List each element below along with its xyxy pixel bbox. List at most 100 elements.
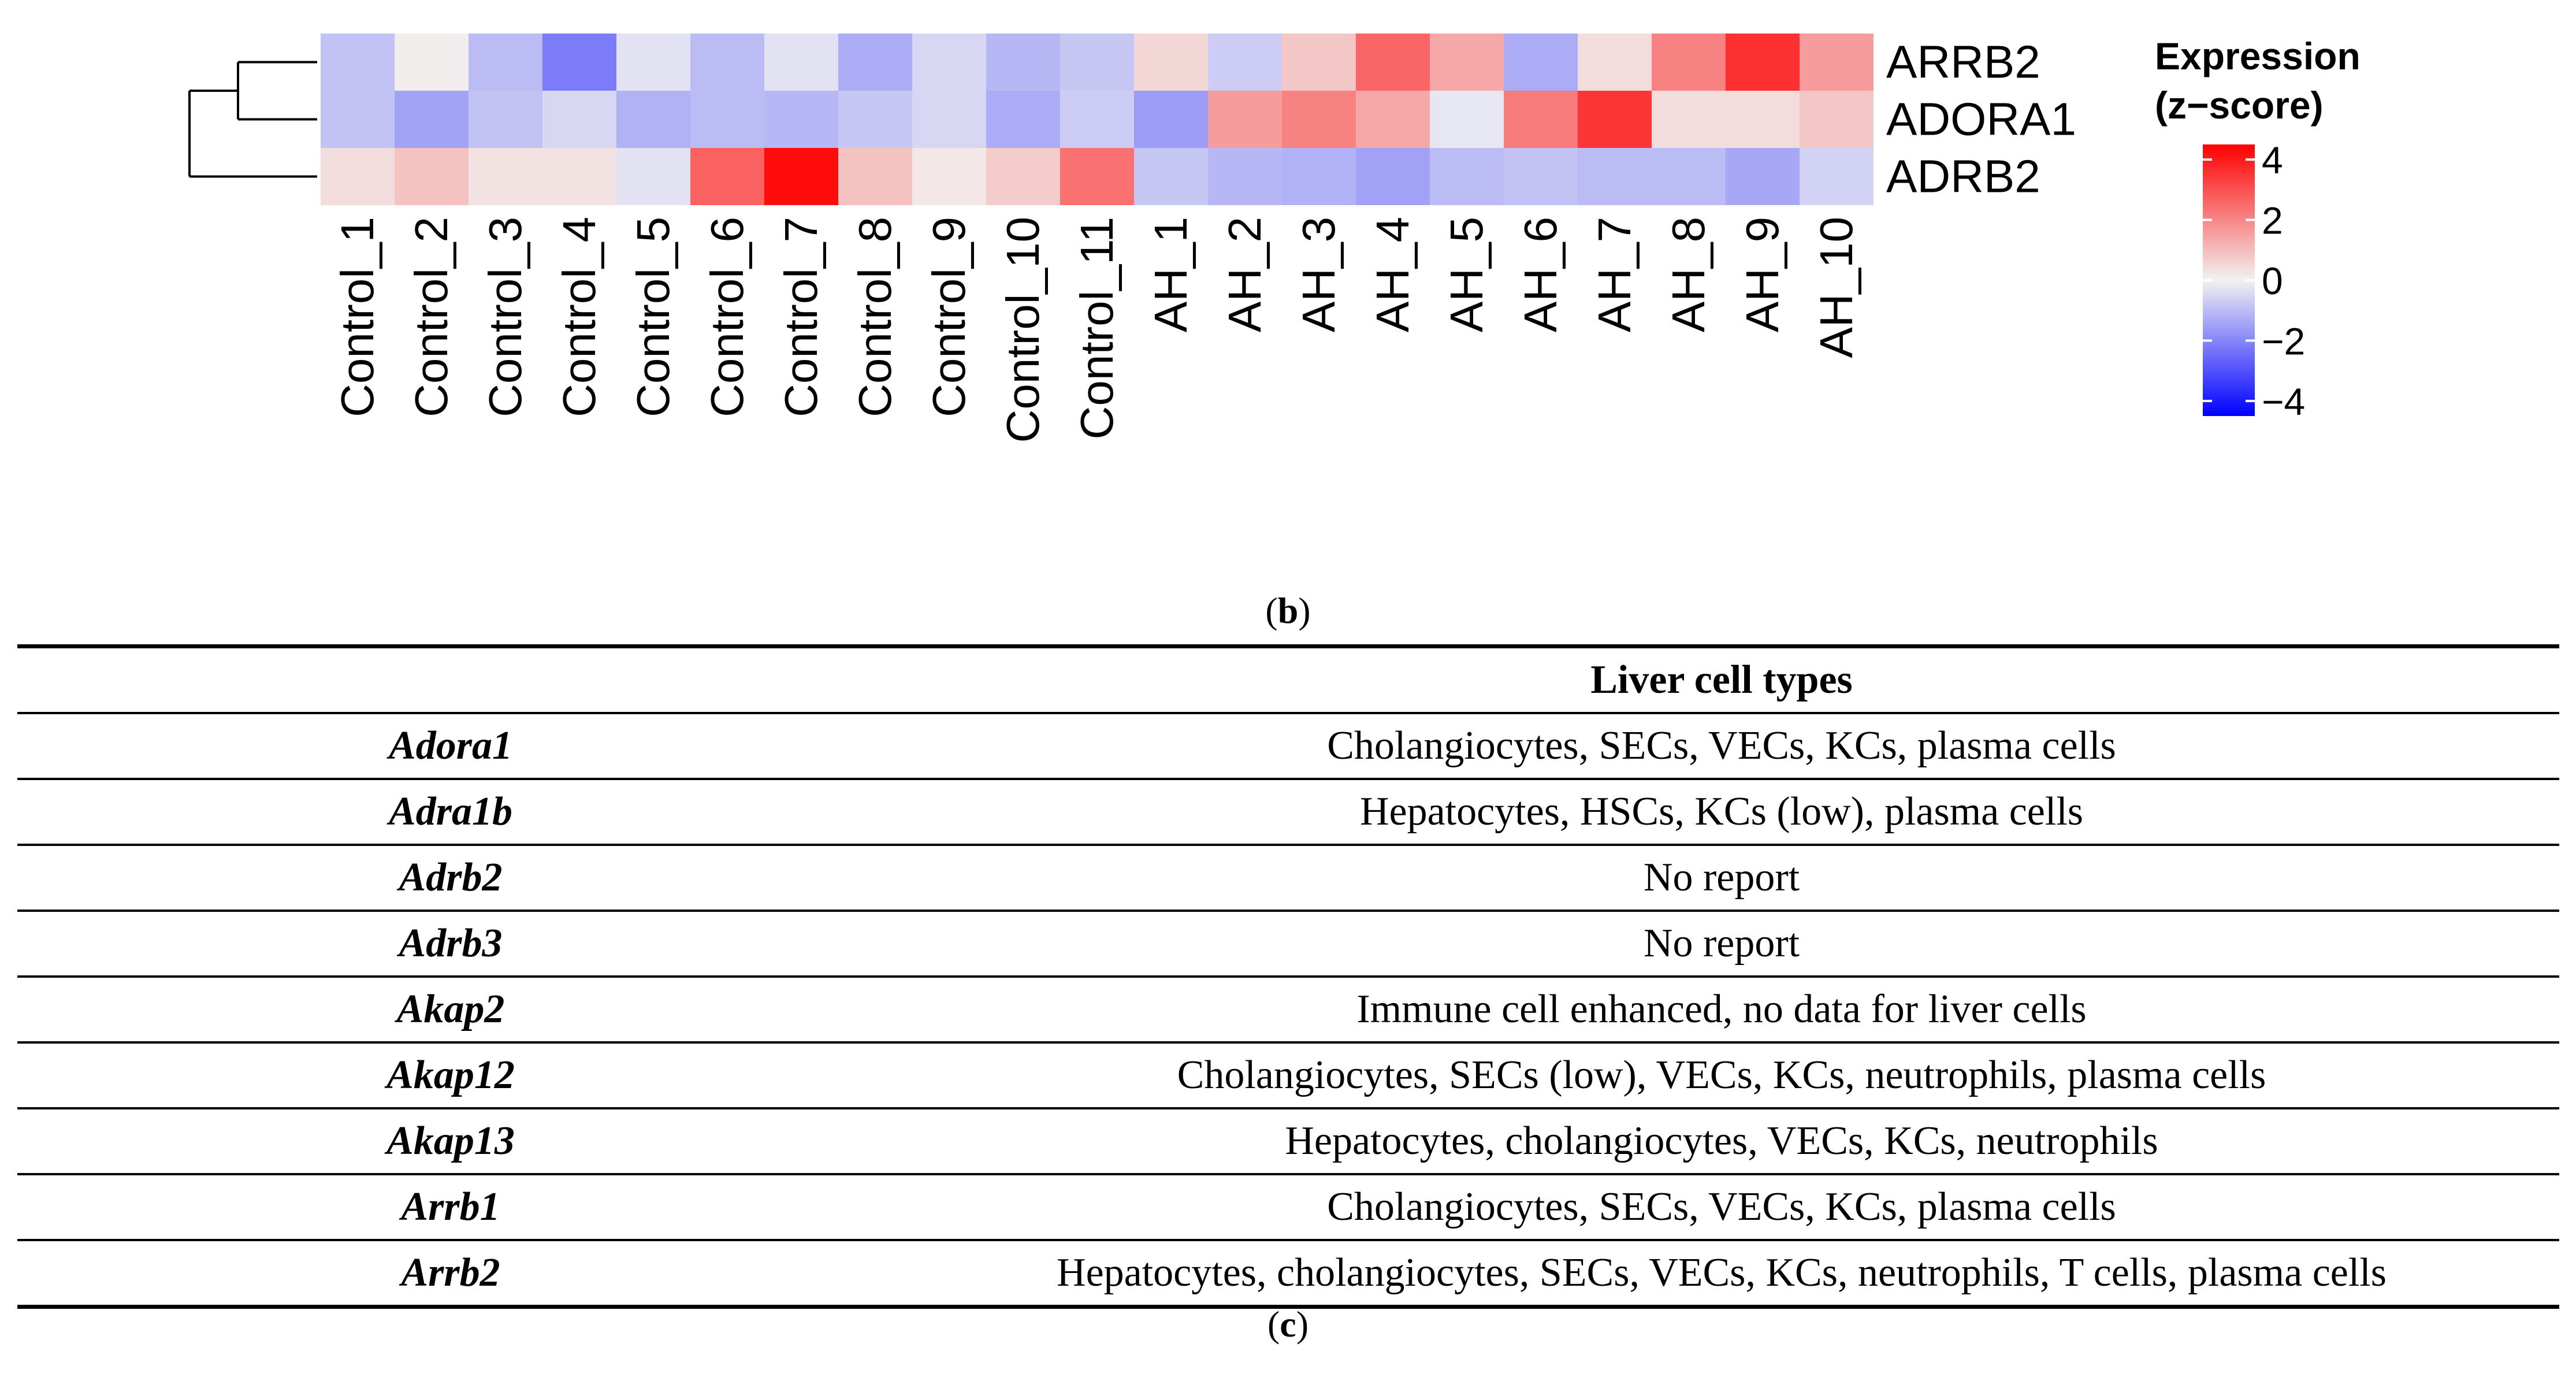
table-row: Adora1 Cholangiocytes, SECs, VECs, KCs, p… (17, 713, 2559, 779)
gene-name: Adora1 (389, 723, 512, 768)
heatmap-cell-arrb2-control-2 (395, 34, 469, 91)
heatmap-cell-adora1-control-8 (838, 91, 912, 148)
column-label-ah-8: AH_8 (1663, 217, 1714, 332)
table-header-cell-types: Liver cell types (1590, 658, 1853, 702)
legend-title-line1: Expression (2155, 35, 2361, 77)
cell-types: Cholangiocytes, SECs, VECs, KCs, plasma … (1327, 1185, 2116, 1229)
heatmap-cell-arrb2-control-7 (764, 34, 838, 91)
heatmap-cell-adora1-ah-7 (1578, 91, 1652, 148)
heatmap-cell-arrb2-ah-1 (1134, 34, 1208, 91)
row-labels: ARRB2 ADORA1 ADRB2 (1886, 36, 2076, 202)
heatmap-cell-adrb2-control-9 (912, 148, 986, 205)
column-label-ah-4: AH_4 (1367, 217, 1418, 332)
heatmap-cell-adora1-control-2 (395, 91, 469, 148)
heatmap-cell-arrb2-control-5 (616, 34, 690, 91)
heatmap-cell-adrb2-ah-4 (1356, 148, 1430, 205)
cell-types: Cholangiocytes, SECs (low), VECs, KCs, n… (1177, 1053, 2266, 1097)
color-legend: Expression (z−score) 4 2 0 −2 −4 (2155, 35, 2361, 423)
row-label-adrb2: ADRB2 (1886, 151, 2040, 202)
column-label-ah-7: AH_7 (1589, 217, 1640, 332)
panel-label-b: (b) (1265, 590, 1311, 631)
column-label-ah-6: AH_6 (1515, 217, 1566, 332)
legend-title-line2: (z−score) (2155, 84, 2324, 127)
heatmap-cell-adora1-control-7 (764, 91, 838, 148)
heatmap-cell-adrb2-ah-10 (1800, 148, 1874, 205)
gene-name: Arrb2 (401, 1250, 500, 1295)
table-row: Arrb1 Cholangiocytes, SECs, VECs, KCs, pl… (17, 1174, 2559, 1240)
heatmap-cell-arrb2-control-4 (542, 34, 616, 91)
table-row: Adrb2 No report (17, 845, 2559, 911)
heatmap-cell-adora1-ah-10 (1800, 91, 1874, 148)
heatmap-cell-arrb2-control-8 (838, 34, 912, 91)
heatmap-cells (321, 34, 1874, 205)
heatmap-cell-adora1-control-6 (690, 91, 764, 148)
row-label-arrb2: ARRB2 (1886, 36, 2040, 88)
heatmap-cell-arrb2-control-3 (469, 34, 542, 91)
table-row: Arrb2 Hepatocytes, cholangiocytes, SECs, … (17, 1240, 2559, 1307)
cell-types: Cholangiocytes, SECs, VECs, KCs, plasma … (1327, 723, 2116, 768)
heatmap-cell-adrb2-ah-2 (1208, 148, 1282, 205)
heatmap-cell-adrb2-control-3 (469, 148, 542, 205)
heatmap-cell-adora1-ah-2 (1208, 91, 1282, 148)
heatmap-cell-arrb2-ah-5 (1430, 34, 1504, 91)
panel-label-c: (c) (1267, 1304, 1309, 1345)
column-label-control-2: Control_2 (406, 217, 457, 417)
table-header-gene (17, 647, 884, 714)
heatmap-cell-adora1-ah-6 (1504, 91, 1578, 148)
row-label-adora1: ADORA1 (1886, 94, 2076, 145)
column-label-ah-3: AH_3 (1293, 217, 1344, 332)
heatmap-cell-adora1-ah-1 (1134, 91, 1208, 148)
column-label-ah-10: AH_10 (1811, 217, 1862, 358)
heatmap-cell-arrb2-ah-7 (1578, 34, 1652, 91)
heatmap-cell-arrb2-ah-10 (1800, 34, 1874, 91)
legend-tick-label: 2 (2262, 199, 2283, 242)
row-dendrogram (188, 61, 317, 178)
heatmap-figure: ARRB2 ADORA1 ADRB2 Control_1 Control_2 Contr… (0, 0, 2576, 607)
heatmap-cell-adora1-control-5 (616, 91, 690, 148)
heatmap-cell-adrb2-control-1 (321, 148, 395, 205)
legend-tick-label: 0 (2262, 259, 2283, 302)
heatmap-cell-adora1-control-1 (321, 91, 395, 148)
panel-label-c-letter: c (1280, 1304, 1296, 1345)
heatmap-cell-adora1-control-3 (469, 91, 542, 148)
heatmap-cell-adrb2-ah-9 (1726, 148, 1800, 205)
column-label-control-1: Control_1 (332, 217, 383, 417)
heatmap-chart: ARRB2 ADORA1 ADRB2 Control_1 Control_2 Contr… (188, 34, 2361, 443)
column-label-control-9: Control_9 (923, 217, 975, 417)
heatmap-cell-arrb2-control-9 (912, 34, 986, 91)
column-label-ah-5: AH_5 (1441, 217, 1492, 332)
panel-label-b-letter: b (1277, 590, 1299, 631)
gene-name: Akap12 (386, 1053, 515, 1097)
column-label-control-11: Control_11 (1071, 217, 1122, 439)
heatmap-cell-adrb2-ah-5 (1430, 148, 1504, 205)
table-row: Adra1b Hepatocytes, HSCs, KCs (low), plas… (17, 779, 2559, 845)
gene-name: Adrb3 (399, 921, 503, 966)
gene-name: Akap2 (396, 987, 505, 1031)
heatmap-cell-adora1-control-11 (1060, 91, 1134, 148)
heatmap-cell-arrb2-ah-8 (1652, 34, 1726, 91)
heatmap-cell-arrb2-control-1 (321, 34, 395, 91)
legend-tick-label: −2 (2262, 320, 2305, 362)
heatmap-cell-adora1-control-4 (542, 91, 616, 148)
table-row: Adrb3 No report (17, 911, 2559, 977)
heatmap-cell-arrb2-control-10 (986, 34, 1060, 91)
heatmap-cell-adora1-control-9 (912, 91, 986, 148)
column-label-control-10: Control_10 (997, 217, 1049, 443)
heatmap-cell-adrb2-control-6 (690, 148, 764, 205)
column-label-control-7: Control_7 (775, 217, 827, 417)
heatmap-cell-arrb2-ah-4 (1356, 34, 1430, 91)
heatmap-cell-adora1-ah-9 (1726, 91, 1800, 148)
cell-types: No report (1643, 921, 1800, 966)
heatmap-cell-adrb2-ah-8 (1652, 148, 1726, 205)
heatmap-cell-adrb2-ah-7 (1578, 148, 1652, 205)
column-label-control-4: Control_4 (553, 217, 605, 417)
cell-types: Immune cell enhanced, no data for liver … (1356, 987, 2087, 1031)
heatmap-cell-adrb2-control-7 (764, 148, 838, 205)
cell-types: Hepatocytes, cholangiocytes, SECs, VECs,… (1057, 1250, 2387, 1295)
heatmap-cell-arrb2-ah-9 (1726, 34, 1800, 91)
heatmap-cell-adrb2-control-8 (838, 148, 912, 205)
cell-types: Hepatocytes, cholangiocytes, VECs, KCs, … (1285, 1119, 2158, 1163)
heatmap-cell-adrb2-control-4 (542, 148, 616, 205)
column-label-ah-1: AH_1 (1145, 217, 1196, 332)
gene-name: Adrb2 (399, 855, 503, 900)
